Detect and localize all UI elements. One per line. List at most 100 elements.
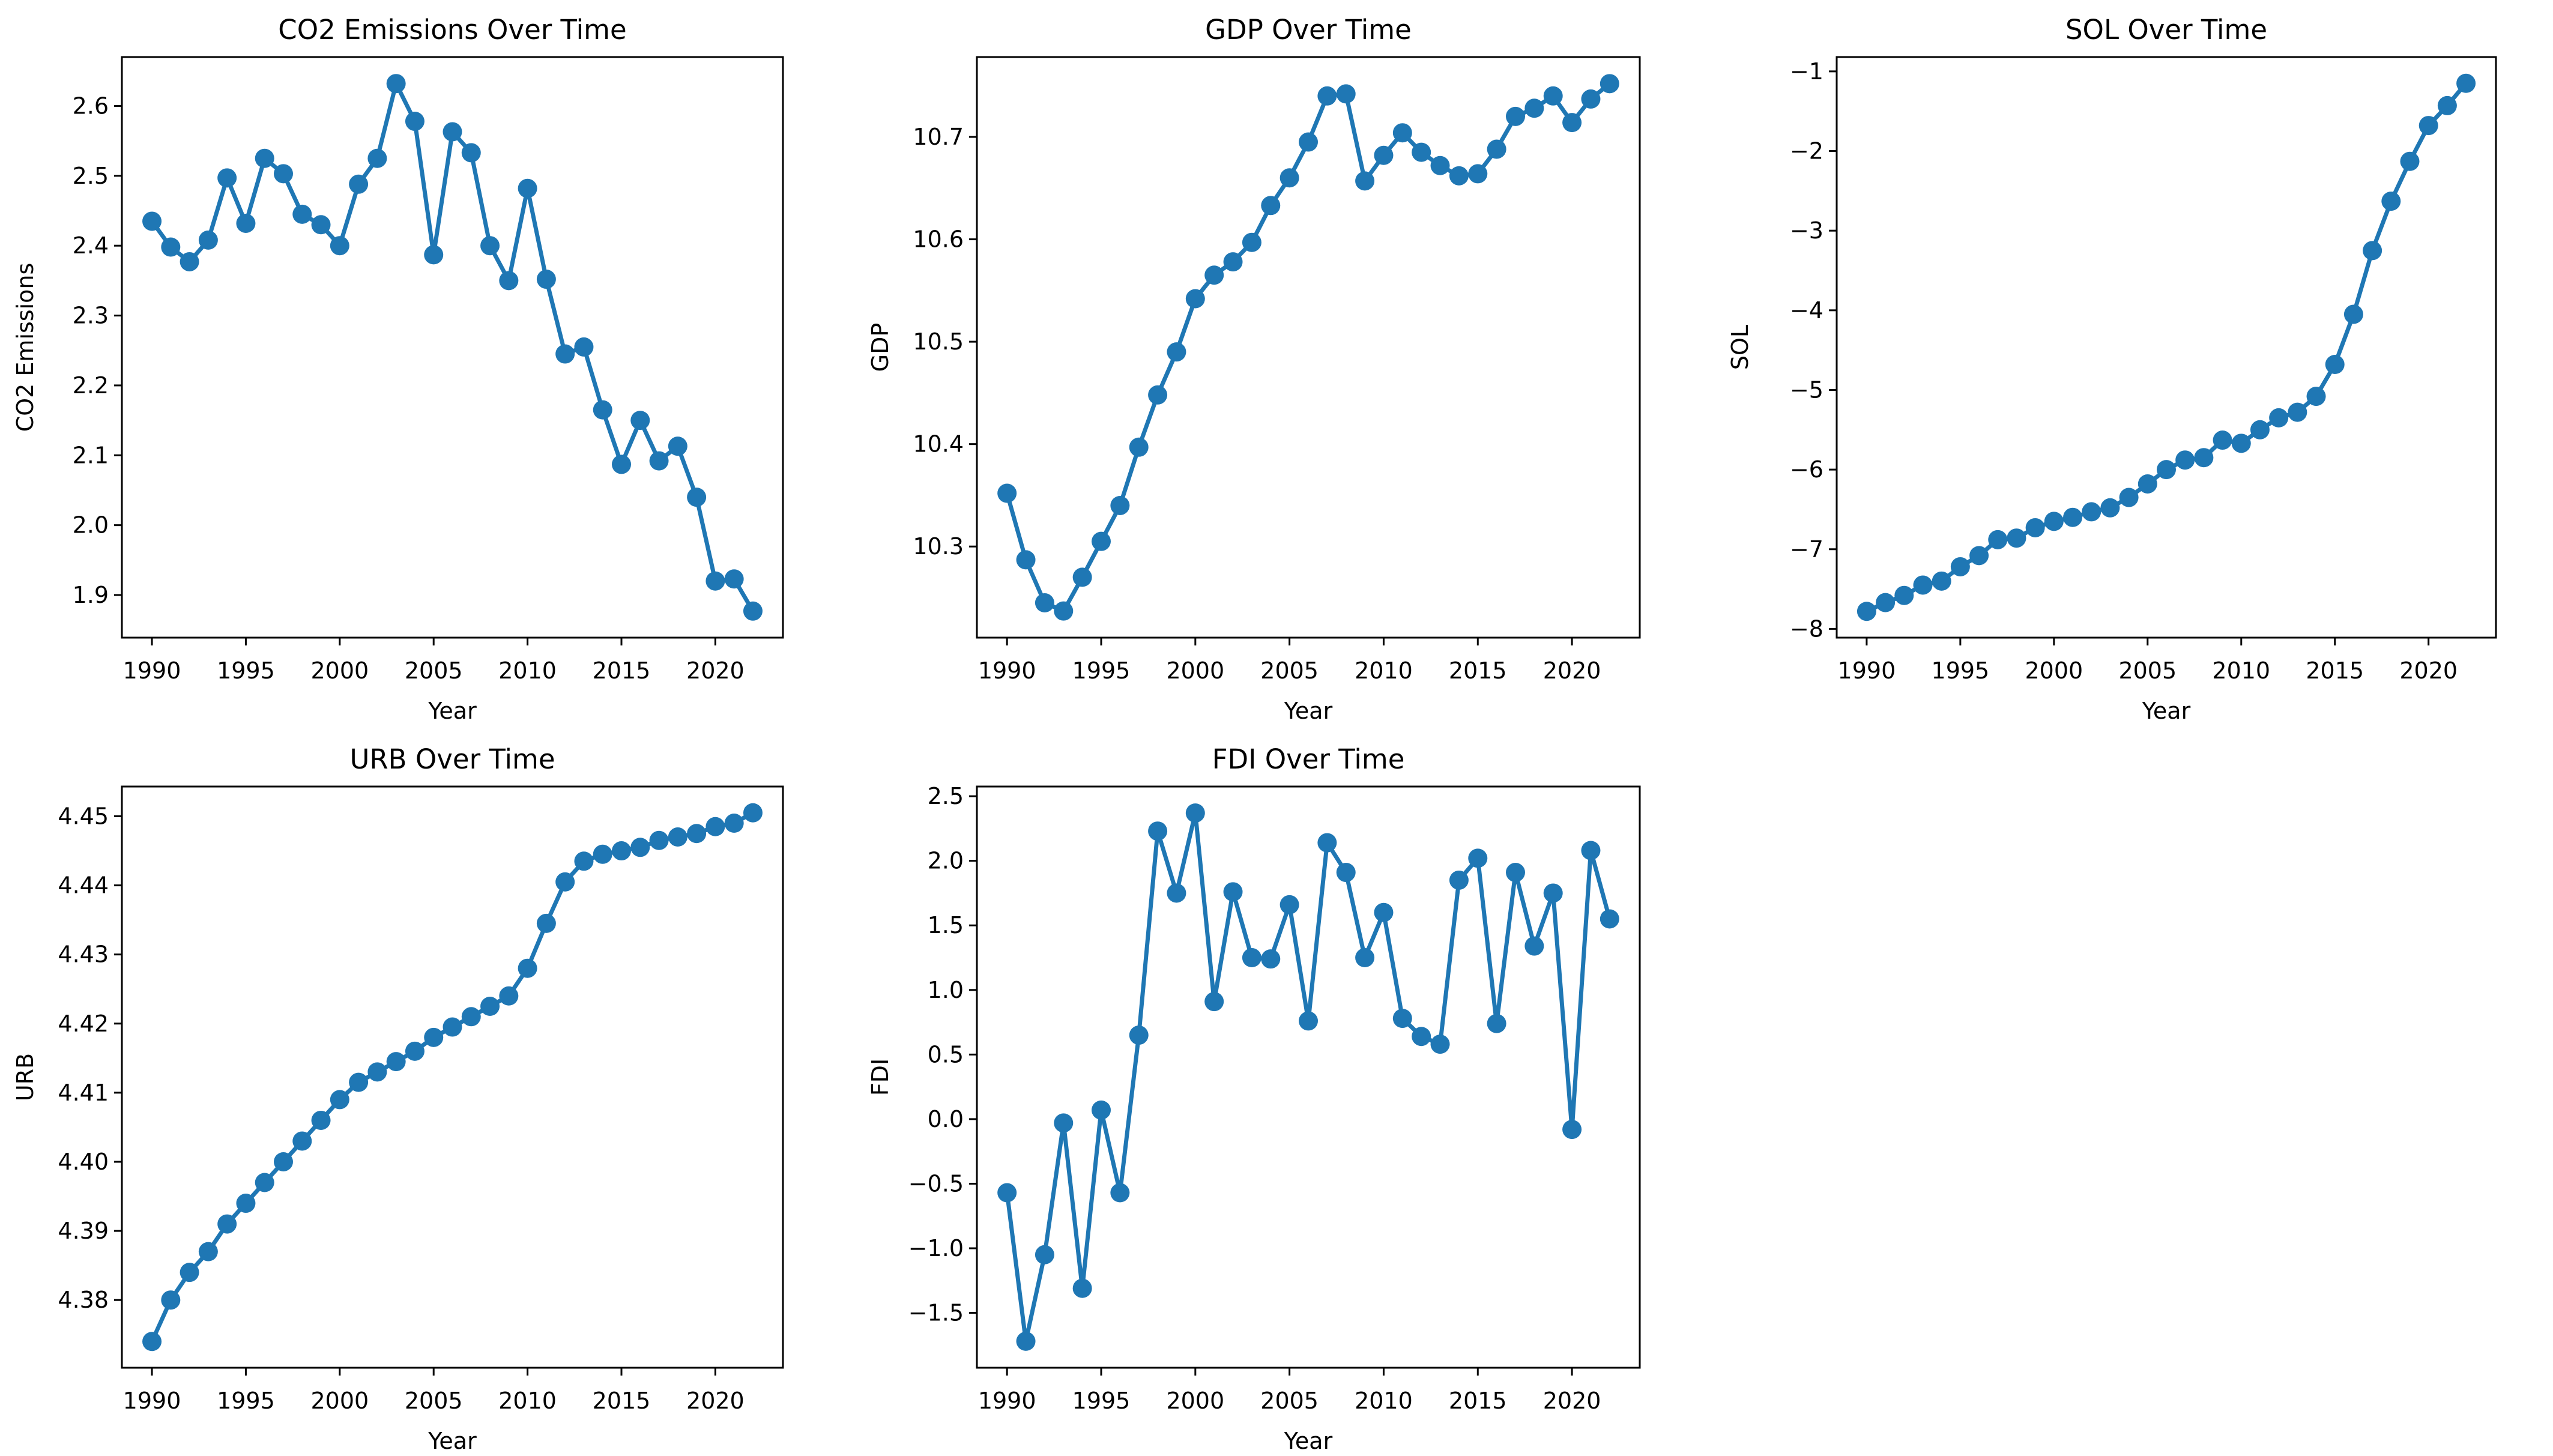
data-point <box>1072 1278 1092 1298</box>
data-point <box>2400 151 2420 171</box>
data-point <box>2419 116 2438 136</box>
x-tick-label: 2015 <box>593 657 651 684</box>
x-tick-label: 2005 <box>1260 1388 1319 1414</box>
data-point <box>142 1332 162 1352</box>
x-tick-label: 2005 <box>2118 657 2177 684</box>
data-point <box>1913 575 1933 595</box>
x-tick-label: 1995 <box>1932 657 1990 684</box>
x-tick-label: 2000 <box>1166 1388 1224 1414</box>
x-tick-label: 2015 <box>593 1388 651 1414</box>
y-tick-label: 2.0 <box>73 512 109 539</box>
y-tick-label: −1 <box>1790 58 1823 85</box>
data-point <box>386 1052 406 1072</box>
data-point <box>1035 593 1054 613</box>
y-tick-label: −8 <box>1790 615 1823 642</box>
data-line <box>1005 811 1612 1344</box>
data-line <box>1864 81 2468 614</box>
data-point <box>687 824 707 844</box>
data-point <box>217 168 237 188</box>
data-point <box>480 236 500 256</box>
data-point <box>1261 196 1281 216</box>
y-tick-label: 2.3 <box>73 303 109 329</box>
data-point <box>443 1017 462 1037</box>
data-point <box>2175 450 2195 470</box>
data-line <box>150 81 755 614</box>
data-point <box>705 817 725 836</box>
x-tick-label: 1990 <box>123 1388 181 1414</box>
data-point <box>1129 437 1149 457</box>
x-tick-label: 1995 <box>217 1388 275 1414</box>
x-axis-label: Year <box>1284 1428 1333 1454</box>
y-tick-label: 1.9 <box>73 582 109 608</box>
chart-title: URB Over Time <box>349 743 555 775</box>
data-point <box>1600 74 1619 94</box>
axes-frame <box>1835 56 2497 639</box>
data-point <box>1016 550 1036 570</box>
data-point <box>1430 1035 1450 1054</box>
data-point <box>1092 1100 1111 1120</box>
subplot-fdi: 1990 1995 2000 2005 2010 2015 2020 −1.5 −1.0 −0.5… <box>867 743 1641 1454</box>
data-point <box>1054 601 1074 621</box>
subplot-sol: 1990 1995 2000 2005 2010 2015 2020 −8 −7 −6 −5 −4 −3… <box>1727 14 2497 724</box>
data-point <box>180 252 199 271</box>
data-point <box>649 830 669 850</box>
data-point <box>330 236 349 256</box>
data-point <box>1950 557 1970 576</box>
data-point <box>217 1214 237 1234</box>
data-point <box>142 211 162 231</box>
data-point <box>2363 241 2382 261</box>
data-point <box>1932 571 1951 591</box>
axes-frame <box>121 56 784 639</box>
x-tick-label: 2000 <box>2025 657 2083 684</box>
data-point <box>443 122 462 142</box>
y-tick-label: 0.0 <box>928 1106 964 1132</box>
data-point <box>292 1131 312 1151</box>
data-point <box>292 204 312 224</box>
data-point <box>2007 528 2026 548</box>
data-point <box>311 1110 331 1130</box>
x-tick-label: 2010 <box>498 1388 557 1414</box>
data-point <box>2119 488 2139 507</box>
x-tick-label: 2000 <box>310 1388 369 1414</box>
data-point <box>630 838 650 857</box>
data-point <box>1148 821 1168 841</box>
y-tick-label: 4.42 <box>58 1010 109 1037</box>
y-tick-label: 2.2 <box>73 372 109 399</box>
x-tick-label: 2000 <box>310 657 369 684</box>
data-point <box>612 455 632 474</box>
data-point <box>1185 289 1205 309</box>
data-point <box>593 844 612 864</box>
y-tick-label: 2.0 <box>928 848 964 874</box>
data-point <box>2194 448 2214 468</box>
y-axis-label: URB <box>12 1053 38 1101</box>
data-point <box>574 337 594 357</box>
data-point <box>1392 123 1412 143</box>
data-point <box>1242 232 1261 252</box>
x-tick-label: 1995 <box>217 657 275 684</box>
data-point <box>1487 139 1506 159</box>
data-point <box>1355 948 1375 968</box>
data-point <box>405 1041 424 1061</box>
y-tick-label: 4.38 <box>58 1287 109 1313</box>
y-tick-label: −4 <box>1790 297 1823 324</box>
data-point <box>1167 883 1186 903</box>
x-axis-label: Year <box>2142 698 2191 724</box>
x-tick-label: 1995 <box>1072 657 1131 684</box>
data-point <box>1054 1113 1074 1133</box>
data-point <box>367 148 387 168</box>
data-point <box>273 1152 293 1171</box>
data-point <box>1299 132 1318 152</box>
subplot-co2: 1990 1995 2000 2005 2010 2015 2020 1.9 2.0 2.1 2.2… <box>12 14 784 724</box>
data-point <box>1242 948 1261 968</box>
data-point <box>593 400 612 420</box>
y-tick-label: −7 <box>1790 536 1823 563</box>
y-tick-label: 4.44 <box>58 872 109 899</box>
data-point <box>2381 192 2401 211</box>
x-tick-label: 2005 <box>1260 657 1319 684</box>
data-point <box>2025 518 2045 537</box>
data-point <box>1072 567 1092 587</box>
data-point <box>1988 530 2008 549</box>
x-tick-label: 2020 <box>2399 657 2458 684</box>
data-point <box>1487 1013 1506 1033</box>
x-tick-label: 2020 <box>1543 657 1601 684</box>
